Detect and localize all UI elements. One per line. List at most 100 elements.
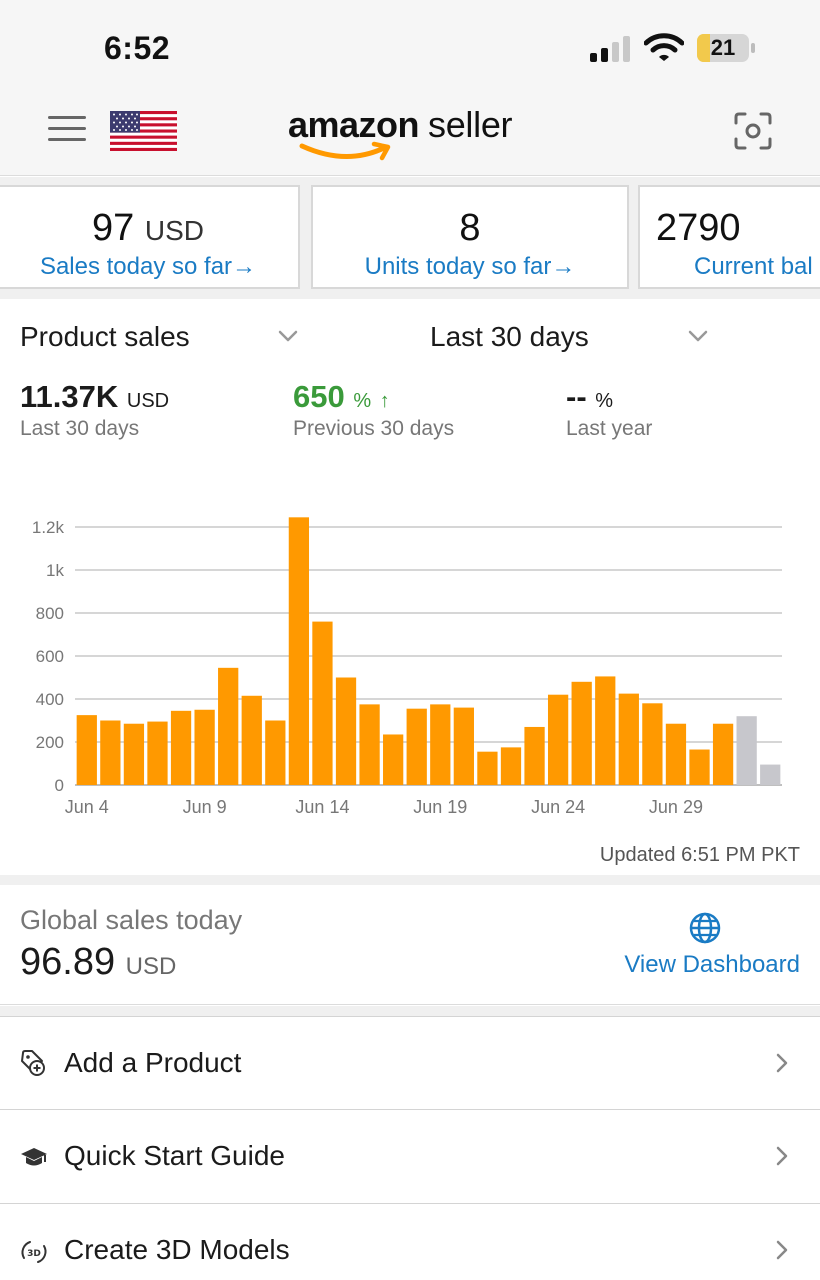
3d-rotate-icon: 3D [21,1241,47,1263]
amazon-smile-icon [299,141,391,161]
x-tick-label: Jun 24 [531,797,585,817]
bar [170,710,192,785]
bar [100,720,121,785]
updated-timestamp: Updated 6:51 PM PKT [599,844,800,866]
bar [383,734,404,785]
x-tick-label: Jun 29 [649,797,703,817]
bar [477,751,498,785]
global-sales-panel: Global sales today 96.89 USD View Dashbo… [0,885,820,1005]
global-sales-label: Global sales today [20,905,243,935]
bar [265,720,286,785]
sales-today-value: 97 [92,207,135,249]
brand-seller-text: seller [428,104,513,145]
units-today-card[interactable]: 8 Units today so far→ [311,185,629,289]
bar [500,747,522,785]
bar [642,703,663,785]
chevron-right-icon [776,1146,788,1166]
chevron-down-icon[interactable] [688,329,708,343]
chevron-right-icon [776,1240,788,1260]
section-divider [0,875,820,885]
y-tick-label: 400 [36,690,64,709]
amazon-seller-logo: amazon seller [288,104,538,164]
menu-label-add-product: Add a Product [64,1047,242,1078]
globe-icon[interactable] [689,912,721,944]
metric-dropdown[interactable]: Product sales [20,321,190,352]
svg-text:3D: 3D [27,1249,41,1259]
units-today-link[interactable]: Units today so far→ [364,253,576,280]
menu-item-add-product[interactable]: Add a Product [0,1016,820,1109]
sales-bar-chart: 0 200 400 600 800 1k 1.2k Jun 4 Jun 9 Jun 14 Jun 1… [32,517,782,817]
stat-last-year-label: Last year [566,417,653,440]
bar [147,721,168,785]
bar [288,517,310,785]
stat-last-30-label: Last 30 days [20,417,140,440]
bar [218,667,239,785]
y-tick-label: 200 [36,733,64,752]
current-balance-link[interactable]: Current bal [694,253,813,280]
bar [241,695,262,785]
chevron-right-icon [776,1053,788,1073]
bar [359,704,380,785]
bar [547,694,569,785]
y-tick-label: 800 [36,604,64,623]
status-time: 6:52 [104,30,171,66]
bar [524,726,545,785]
bar [689,749,710,785]
graduation-cap-icon [21,1148,47,1166]
wifi-icon [644,33,684,61]
sales-today-card[interactable]: 97 USD Sales today so far→ [0,185,300,289]
sales-today-link[interactable]: Sales today so far→ [39,253,257,280]
bar [406,708,427,785]
stat-previous-30-value: 650 % ↑ [293,379,390,414]
bar [760,764,781,785]
arrow-right-icon: → [232,253,257,280]
bar [76,715,97,785]
menu-label-create-3d-models: Create 3D Models [64,1234,290,1265]
camera-scan-icon[interactable] [734,112,772,150]
current-balance-value: 2790 [656,207,741,249]
bar [618,693,639,785]
y-tick-label: 1k [46,561,64,580]
view-dashboard-link[interactable]: View Dashboard [624,951,800,978]
period-dropdown[interactable]: Last 30 days [430,321,589,352]
units-today-value: 8 [459,207,481,249]
x-tick-label: Jun 9 [183,797,227,817]
bar [312,621,333,785]
bar [736,716,757,785]
chevron-down-icon[interactable] [278,329,298,343]
stat-last-year-value: -- % [566,379,614,414]
cellular-signal-icon [590,36,630,62]
menu-icon[interactable] [48,116,86,144]
us-flag-icon[interactable] [110,111,177,151]
x-tick-label: Jun 19 [413,797,467,817]
bar [430,704,451,785]
y-tick-label: 1.2k [32,518,65,537]
x-tick-label: Jun 4 [65,797,109,817]
bar [123,723,145,785]
metric-cards: 97 USD Sales today so far→ 8 Units today… [0,177,820,299]
bar [712,723,734,785]
section-divider [0,1006,820,1016]
y-tick-label: 600 [36,647,64,666]
stat-previous-30-label: Previous 30 days [293,417,455,440]
battery-level: 21 [710,35,736,60]
current-balance-card[interactable]: 2790 Current bal [638,185,820,289]
menu-item-quick-start-guide[interactable]: Quick Start Guide [0,1109,820,1202]
global-sales-value: 96.89 USD [20,941,177,983]
app-header: 6:52 21 amazo [0,0,820,176]
tag-plus-icon [21,1050,45,1076]
bar [335,677,357,785]
arrow-up-icon: ↑ [379,390,390,412]
bar [571,681,592,785]
stat-last-30-value: 11.37K USD [20,379,170,414]
bar [595,676,616,785]
arrow-right-icon: → [551,253,576,280]
y-tick-label: 0 [55,776,64,795]
x-tick-label: Jun 14 [295,797,349,817]
bar [453,707,474,785]
bar [665,723,687,785]
menu-item-create-3d-models[interactable]: 3D Create 3D Models [0,1203,820,1280]
product-sales-panel: Product sales Last 30 days 11.37K USD La… [0,299,820,875]
menu-label-quick-start-guide: Quick Start Guide [64,1140,285,1171]
bar [194,709,215,785]
